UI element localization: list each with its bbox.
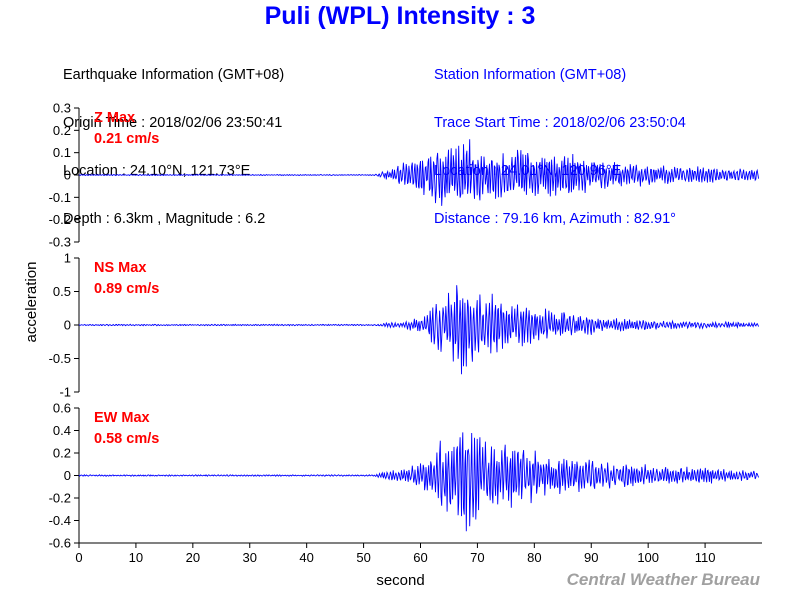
- earthquake-info-header: Earthquake Information (GMT+08): [63, 67, 285, 83]
- y-tick-label: 0.4: [53, 423, 71, 438]
- x-tick-label: 110: [695, 550, 716, 565]
- x-tick-label: 10: [129, 550, 143, 565]
- y-tick-label: 0: [64, 168, 71, 183]
- max-label-ns: NS Max: [94, 260, 146, 276]
- max-label-z: Z Max: [94, 110, 135, 126]
- x-tick-label: 30: [243, 550, 257, 565]
- waveform-ew: [78, 432, 760, 532]
- y-tick-label: -0.2: [49, 491, 71, 506]
- credit-label: Central Weather Bureau: [566, 570, 760, 589]
- x-tick-label: 60: [413, 550, 427, 565]
- x-tick-label: 40: [299, 550, 313, 565]
- max-label-ew: EW Max: [94, 410, 150, 426]
- y-tick-label: -0.2: [49, 212, 71, 227]
- x-tick-label: 0: [75, 550, 82, 565]
- y-tick-label: -0.4: [49, 513, 71, 528]
- max-value-ew: 0.58 cm/s: [94, 431, 159, 447]
- trace-start-time: Trace Start Time : 2018/02/06 23:50:04: [434, 115, 686, 131]
- x-tick-label: 80: [527, 550, 541, 565]
- station-info-header: Station Information (GMT+08): [434, 67, 627, 83]
- y-tick-label: -0.5: [49, 351, 71, 366]
- waveform-ns: [78, 285, 760, 375]
- distance-azimuth: Distance : 79.16 km, Azimuth : 82.91°: [434, 211, 676, 227]
- y-tick-label: 0.1: [53, 145, 71, 160]
- y-tick-label: 0.2: [53, 123, 71, 138]
- y-tick-label: 0: [64, 318, 71, 333]
- depth-magnitude: Depth : 6.3km , Magnitude : 6.2: [63, 211, 266, 227]
- origin-time: Origin Time : 2018/02/06 23:50:41: [63, 115, 283, 131]
- x-tick-label: 50: [356, 550, 370, 565]
- y-tick-label: -0.3: [49, 235, 71, 250]
- x-tick-label: 100: [637, 550, 659, 565]
- max-value-z: 0.21 cm/s: [94, 131, 159, 147]
- y-axis-title: acceleration: [23, 262, 40, 343]
- waveform-z: [78, 139, 760, 206]
- y-tick-label: 0.6: [53, 401, 71, 416]
- chart-title: Puli (WPL) Intensity : 3: [264, 2, 536, 30]
- x-tick-label: 20: [186, 550, 200, 565]
- y-tick-label: -1: [59, 385, 71, 400]
- y-tick-label: 0: [64, 468, 71, 483]
- y-tick-label: -0.6: [49, 536, 71, 551]
- x-tick-label: 70: [470, 550, 484, 565]
- max-value-ns: 0.89 cm/s: [94, 281, 159, 297]
- y-tick-label: 0.2: [53, 446, 71, 461]
- y-tick-label: -0.1: [49, 190, 71, 205]
- y-tick-label: 0.3: [53, 101, 71, 116]
- x-tick-label: 90: [584, 550, 598, 565]
- y-tick-label: 0.5: [53, 284, 71, 299]
- x-axis-title: second: [376, 572, 424, 589]
- y-tick-label: 1: [64, 251, 71, 266]
